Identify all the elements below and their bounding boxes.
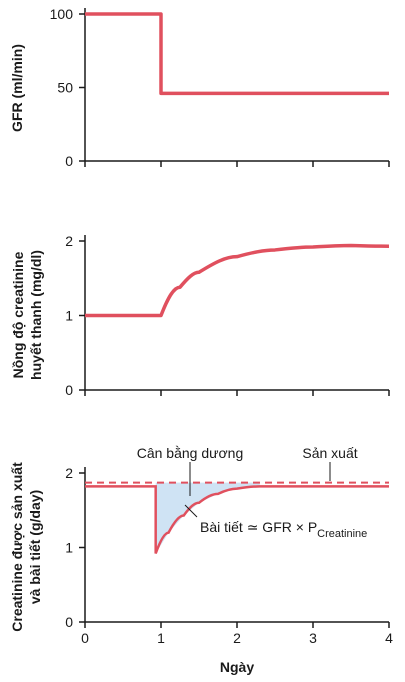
positive-balance-label: Cân bằng dương xyxy=(137,445,244,461)
y-tick-label: 1 xyxy=(65,540,73,556)
creatinine-ylabel-line1: Nồng độ creatinine xyxy=(10,251,26,378)
y-tick-label: 2 xyxy=(65,233,73,249)
panel-creatinine: Nồng độ creatinine huyết thanh (mg/dl) 0… xyxy=(10,233,390,398)
panel-production-excretion: Creatinine được sản xuất và bài tiết (g/… xyxy=(9,445,393,675)
y-tick-label: 0 xyxy=(65,153,73,169)
series-line-1-0 xyxy=(85,243,390,318)
y-tick-label: 0 xyxy=(65,614,73,630)
y-tick-label: 0 xyxy=(65,382,73,398)
prod-ylabel-line1: Creatinine được sản xuất xyxy=(9,462,25,632)
positive-balance-area xyxy=(155,482,260,554)
series-line-2-1 xyxy=(85,485,389,554)
gfr-ylabel: GFR (ml/min) xyxy=(9,44,25,132)
y-tick-label: 1 xyxy=(65,308,73,324)
excretion-leader xyxy=(184,504,198,518)
excretion-label-main: Bài tiết ≃ GFR × P xyxy=(200,519,317,535)
y-tick-label: 100 xyxy=(50,6,74,22)
y-tick-label: 2 xyxy=(65,465,73,481)
panel-gfr: GFR (ml/min) 0 50 100 xyxy=(9,6,390,169)
x-tick-label: 2 xyxy=(233,630,241,646)
x-axis-label: Ngày xyxy=(220,659,254,675)
x-tick-label: 4 xyxy=(385,630,393,646)
prod-ylabel-line2: và bài tiết (g/day) xyxy=(27,490,43,604)
excretion-label: Bài tiết ≃ GFR × PCreatinine xyxy=(200,519,367,540)
x-tick-label: 1 xyxy=(157,630,165,646)
creatinine-ylabel-line2: huyết thanh (mg/dl) xyxy=(28,250,44,380)
production-label: Sản xuất xyxy=(302,445,357,461)
x-tick-label: 3 xyxy=(309,630,317,646)
x-tick-label: 0 xyxy=(81,630,89,646)
excretion-label-subscript: Creatinine xyxy=(317,528,367,540)
series-line-0-0 xyxy=(85,12,389,96)
y-tick-label: 50 xyxy=(57,80,73,96)
